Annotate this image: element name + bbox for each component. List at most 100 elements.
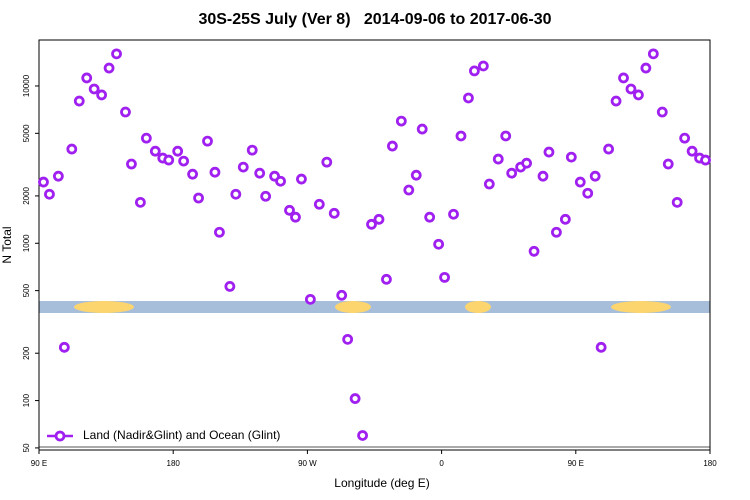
data-point	[679, 132, 691, 144]
data-point	[381, 273, 392, 285]
data-point	[193, 192, 204, 204]
data-point	[500, 130, 512, 142]
data-point	[656, 106, 668, 118]
surface-band	[39, 301, 710, 313]
data-point	[290, 211, 301, 223]
data-point	[618, 72, 629, 84]
data-point	[483, 178, 495, 190]
data-point	[424, 211, 436, 223]
data-point	[284, 204, 295, 216]
data-point	[633, 89, 644, 101]
data-point	[202, 135, 213, 147]
data-point	[416, 123, 428, 135]
y-tick-label: 10000	[22, 74, 31, 97]
data-point	[224, 280, 236, 292]
y-tick-label: 100	[22, 393, 31, 407]
y-tick-label: 1000	[22, 234, 31, 252]
x-tick-label: 180	[167, 459, 181, 468]
y-axis-label: N Total	[0, 226, 14, 263]
data-point	[38, 176, 49, 188]
data-point	[336, 289, 348, 301]
data-point	[178, 155, 190, 167]
data-point	[237, 161, 249, 173]
legend-label: Land (Nadir&Glint) and Ocean (Glint)	[83, 428, 280, 442]
data-point	[209, 166, 221, 178]
data-point	[640, 62, 652, 74]
data-point	[134, 196, 146, 208]
data-point	[469, 65, 480, 77]
data-point	[230, 188, 242, 200]
y-tick-label: 200	[22, 346, 31, 360]
legend-marker	[54, 430, 66, 442]
data-point	[455, 130, 467, 142]
data-point	[96, 89, 108, 101]
x-tick-label: 90 W	[298, 459, 317, 468]
data-point	[111, 48, 122, 60]
data-point	[463, 92, 474, 104]
data-point	[357, 430, 368, 441]
data-point	[349, 393, 361, 404]
data-point	[700, 154, 711, 166]
data-point	[395, 115, 407, 127]
y-tick-label: 50	[22, 443, 31, 452]
x-tick-label: 90 E	[31, 459, 47, 468]
data-point	[528, 245, 540, 257]
x-tick-label: 180	[703, 459, 717, 468]
data-point	[662, 158, 674, 170]
x-tick-label: 0	[439, 459, 444, 468]
data-point	[565, 151, 577, 163]
data-point	[477, 60, 489, 72]
data-point	[140, 132, 152, 144]
data-point	[342, 333, 354, 345]
data-point	[686, 145, 698, 157]
data-point	[81, 72, 93, 84]
land-segment	[611, 301, 671, 313]
data-point	[313, 198, 325, 210]
data-point	[671, 196, 683, 208]
data-point	[433, 238, 445, 250]
data-point	[275, 175, 286, 187]
data-point	[214, 226, 225, 238]
data-point	[58, 341, 70, 353]
land-segment	[465, 301, 491, 313]
data-point	[254, 167, 266, 179]
data-point	[260, 190, 272, 202]
y-tick-label: 2000	[22, 186, 31, 204]
data-point	[386, 140, 398, 152]
data-point	[126, 158, 137, 170]
data-point	[559, 213, 571, 225]
data-point	[625, 83, 637, 95]
data-point	[492, 153, 504, 165]
data-point	[521, 157, 532, 169]
data-point	[506, 167, 518, 179]
data-point	[595, 341, 607, 353]
land-segment	[335, 301, 371, 313]
y-tick-label: 500	[22, 283, 31, 297]
ocean-band	[39, 301, 710, 313]
data-point	[246, 144, 258, 156]
data-point	[103, 62, 115, 74]
data-point	[574, 176, 586, 188]
data-point	[52, 170, 64, 182]
x-tick-label: 90 E	[568, 459, 584, 468]
data-point	[149, 145, 161, 157]
data-point	[172, 145, 184, 157]
plot-frame	[38, 39, 711, 451]
data-point	[647, 48, 659, 60]
data-point	[537, 170, 549, 182]
data-point	[66, 143, 78, 155]
data-point	[44, 188, 55, 200]
data-point	[582, 187, 594, 199]
data-point	[410, 169, 422, 181]
data-point	[187, 168, 198, 180]
data-point	[551, 226, 562, 238]
data-point	[373, 213, 385, 225]
data-point	[403, 184, 415, 196]
data-point	[366, 218, 377, 230]
data-point	[304, 293, 316, 305]
data-point	[163, 154, 175, 166]
legend-item: Land (Nadir&Glint) and Ocean (Glint)	[47, 428, 280, 442]
data-point	[603, 143, 615, 155]
